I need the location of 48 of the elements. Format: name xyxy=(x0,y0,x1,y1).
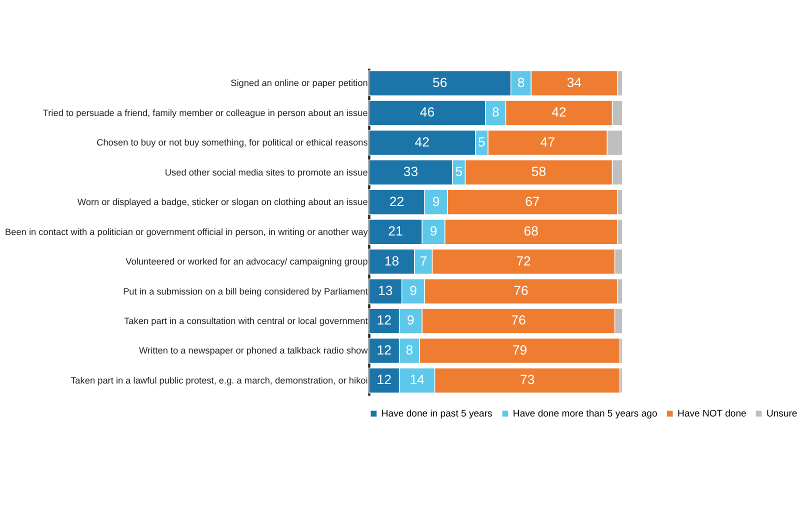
data-label: 76 xyxy=(511,312,526,328)
data-label: 58 xyxy=(531,164,546,180)
data-label: 56 xyxy=(432,74,448,90)
data-label: 9 xyxy=(430,224,438,239)
y-tick-label: Used other social media sites to promote an issue xyxy=(164,167,368,178)
data-label: 34 xyxy=(566,74,582,90)
data-label: 21 xyxy=(388,224,403,239)
data-label: 8 xyxy=(492,104,500,120)
data-label: 76 xyxy=(514,283,528,298)
y-tick-label: Volunteered or worked for an advocacy/ campaigning group xyxy=(126,256,368,267)
y-tick-label: Taken part in a lawful public protest, e.g. a march, demonstration, or hikoi xyxy=(70,375,368,386)
data-label: 22 xyxy=(389,194,404,209)
data-label: 73 xyxy=(520,372,535,388)
legend-label: Unsure xyxy=(766,408,798,420)
data-label: 72 xyxy=(516,253,531,268)
y-tick-label: Tried to persuade a friend, family member or colleague in person about an issue xyxy=(42,108,368,118)
legend-label: Have done more than 5 years ago xyxy=(512,408,658,420)
data-label: 13 xyxy=(378,283,393,298)
data-label: 14 xyxy=(410,372,424,388)
data-label: 68 xyxy=(524,224,539,239)
data-label: 42 xyxy=(414,134,430,150)
data-label: 42 xyxy=(552,104,566,120)
data-label: 9 xyxy=(410,283,417,298)
data-label: 46 xyxy=(420,104,435,120)
data-label: 9 xyxy=(432,194,440,209)
y-tick-label: Chosen to buy or not buy something, for political or ethical reasons xyxy=(96,138,368,148)
data-label: 8 xyxy=(406,342,414,358)
y-tick-label: Put in a submission on a bill being considered by Parliament xyxy=(123,286,368,296)
legend-label: Have NOT done xyxy=(678,408,746,420)
data-label: 47 xyxy=(540,134,555,150)
data-label: 12 xyxy=(376,372,392,388)
data-label: 9 xyxy=(407,312,414,328)
legend-label: Have done in past 5 years xyxy=(381,408,493,420)
y-tick-label: Worn or displayed a badge, sticker or slogan on clothing about an issue xyxy=(77,197,368,208)
data-label: 79 xyxy=(512,342,528,358)
data-label: 18 xyxy=(384,253,400,268)
data-label: 5 xyxy=(478,134,486,150)
data-label: 5 xyxy=(455,164,463,180)
y-tick-label: Signed an online or paper petition xyxy=(230,78,368,88)
y-tick-label: Written to a newspaper or phoned a talkback radio show xyxy=(139,346,368,356)
data-label: 7 xyxy=(420,253,428,268)
y-tick-label: Taken part in a consultation with central or local government xyxy=(124,316,368,326)
y-tick-label: Been in contact with a politician or government official in person, in writing or another way xyxy=(4,226,368,237)
data-label: 12 xyxy=(376,342,392,358)
data-label: 12 xyxy=(376,312,392,328)
data-label: 67 xyxy=(525,194,540,209)
data-label: 33 xyxy=(403,164,418,180)
data-label: 8 xyxy=(517,74,525,90)
